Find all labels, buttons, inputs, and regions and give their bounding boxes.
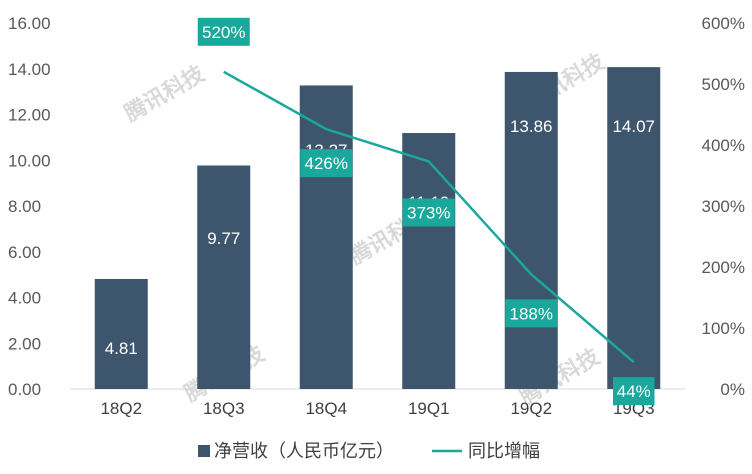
line-labels: 520% 426% 373% 188% 44% [197, 17, 655, 406]
right-tick-label: 400% [702, 136, 745, 155]
bar-data-label: 9.77 [207, 229, 240, 248]
legend: 净营收（人民币亿元） 同比增幅 [198, 441, 540, 461]
left-tick-label: 14.00 [8, 60, 51, 79]
left-axis: 0.00 2.00 4.00 6.00 8.00 10.00 12.00 14.00 16.00 [8, 14, 51, 399]
left-tick-label: 6.00 [8, 243, 41, 262]
line-label-text: 188% [510, 304, 553, 323]
left-tick-label: 8.00 [8, 197, 41, 216]
bar [504, 71, 558, 389]
line-data-label: 426% [300, 149, 353, 178]
line-label-text: 520% [202, 23, 245, 42]
growth-line [223, 70, 635, 364]
x-tick-label: 19Q2 [510, 399, 552, 418]
legend-swatch-bar [198, 445, 210, 457]
left-tick-label: 16.00 [8, 14, 51, 33]
bar [299, 85, 353, 389]
line-data-label: 520% [197, 17, 250, 46]
legend-label: 净营收（人民币亿元） [214, 441, 394, 461]
line-label-box [300, 149, 353, 178]
line-label-text: 373% [407, 203, 450, 222]
bar-data-label: 14.07 [612, 117, 655, 136]
right-tick-label: 200% [702, 258, 745, 277]
right-tick-label: 500% [702, 75, 745, 94]
line-label-box [613, 377, 655, 406]
right-tick-label: 0% [720, 380, 745, 399]
right-axis: 0% 100% 200% 300% 400% 500% 600% [702, 14, 745, 399]
bar-data-label: 4.81 [105, 339, 138, 358]
bar-series [94, 67, 661, 390]
right-tick-label: 600% [702, 14, 745, 33]
bar [197, 165, 251, 389]
line-label-text: 426% [305, 154, 348, 173]
line-label-box [197, 17, 250, 46]
line-data-label: 373% [402, 198, 455, 227]
line-data-label: 188% [505, 299, 558, 328]
right-tick-label: 300% [702, 197, 745, 216]
left-tick-label: 0.00 [8, 380, 41, 399]
bar [94, 278, 148, 389]
x-tick-label: 19Q1 [408, 399, 450, 418]
bar-data-label: 13.86 [510, 117, 553, 136]
left-tick-label: 10.00 [8, 151, 51, 170]
bar [607, 67, 661, 390]
x-tick-label: 18Q4 [305, 399, 347, 418]
line-label-text: 44% [617, 382, 651, 401]
line-data-label: 44% [613, 377, 655, 406]
bar [402, 133, 456, 389]
left-tick-label: 2.00 [8, 334, 41, 353]
left-tick-label: 4.00 [8, 289, 41, 308]
watermark-text: 腾讯科技 [120, 60, 210, 126]
x-tick-label: 18Q3 [203, 399, 245, 418]
x-tick-label: 18Q2 [100, 399, 142, 418]
left-tick-label: 12.00 [8, 106, 51, 125]
legend-label: 同比增幅 [468, 441, 540, 461]
line-label-box [505, 299, 558, 328]
line-label-box [402, 198, 455, 227]
right-tick-label: 100% [702, 319, 745, 338]
x-axis: 18Q2 18Q3 18Q4 19Q1 19Q2 19Q3 [100, 399, 654, 418]
